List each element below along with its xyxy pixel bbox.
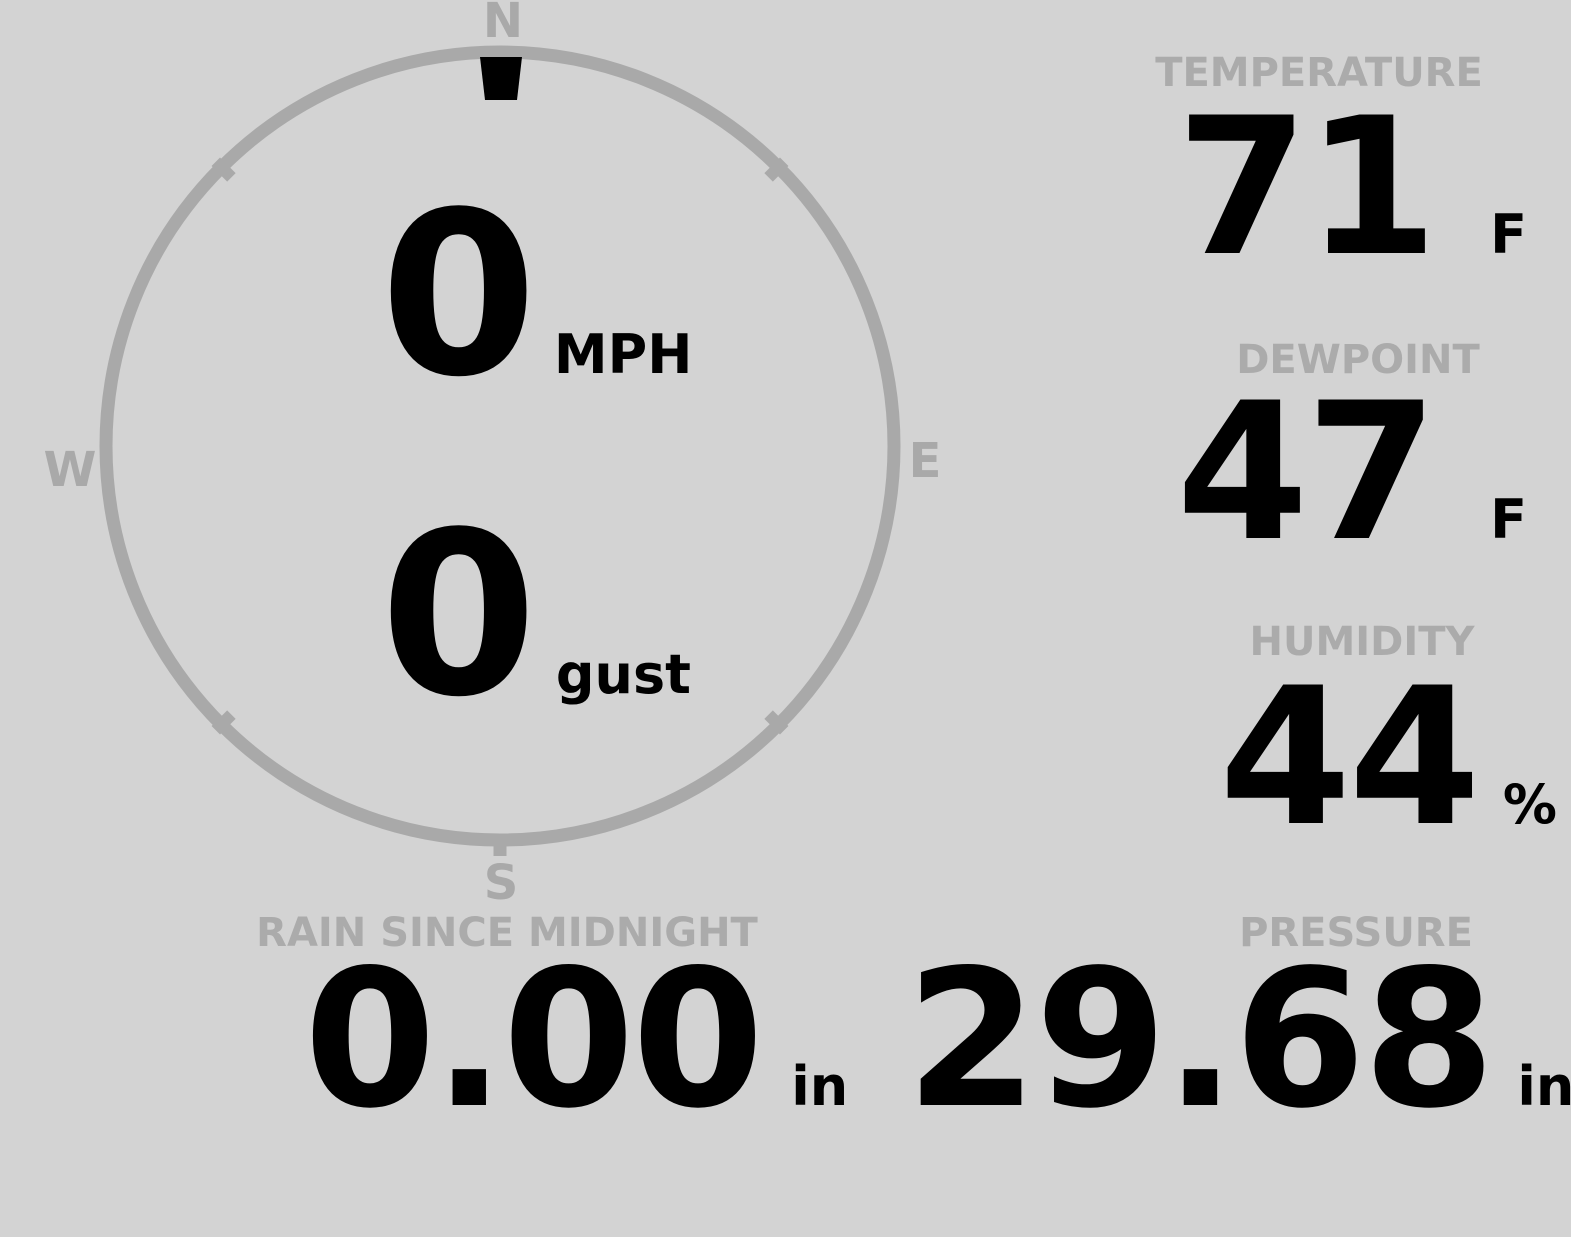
temperature-unit: F xyxy=(1490,203,1527,266)
pressure-value-row: 29.68 in xyxy=(906,945,1571,1135)
pressure-label: PRESSURE xyxy=(1239,910,1473,956)
wind-gust: 0 gust xyxy=(380,503,691,729)
dewpoint-label: DEWPOINT xyxy=(1236,337,1480,383)
dewpoint-value: 47 xyxy=(1176,362,1438,583)
dewpoint-unit: F xyxy=(1490,488,1527,551)
compass-label-south: S xyxy=(483,855,519,911)
compass-tick-se xyxy=(764,710,789,735)
wind-gust-value: 0 xyxy=(380,484,537,747)
compass-tick-ne xyxy=(764,157,789,182)
temperature-label: TEMPERATURE xyxy=(1155,50,1483,96)
pressure-unit: in xyxy=(1517,1055,1571,1118)
humidity-value: 44 xyxy=(1219,647,1481,868)
compass-tick-sw xyxy=(211,710,236,735)
temperature-value-row: 71 F xyxy=(1176,93,1527,283)
rain-label: RAIN SINCE MIDNIGHT xyxy=(256,910,758,956)
compass-tick-nw xyxy=(211,157,236,182)
wind-speed-value: 0 xyxy=(380,164,537,427)
wind-direction-marker-group xyxy=(480,57,522,100)
temperature-value: 71 xyxy=(1176,77,1438,298)
compass-label-west: W xyxy=(43,442,97,498)
compass-label-east: E xyxy=(908,433,942,489)
wind-direction-marker xyxy=(480,57,522,100)
compass-ring xyxy=(99,45,901,847)
rain-value-row: 0.00 in xyxy=(304,945,848,1135)
wind-speed-unit: MPH xyxy=(553,323,693,386)
pressure-value: 29.68 xyxy=(905,929,1496,1150)
humidity-value-row: 44 % xyxy=(1219,663,1557,853)
compass-label-north: N xyxy=(482,0,524,49)
wind-gust-unit: gust xyxy=(555,643,691,706)
rain-value: 0.00 xyxy=(303,929,764,1150)
rain-unit: in xyxy=(791,1055,849,1118)
wind-compass xyxy=(99,45,901,856)
wind-speed: 0 MPH xyxy=(380,183,692,409)
dewpoint-value-row: 47 F xyxy=(1176,378,1527,568)
humidity-label: HUMIDITY xyxy=(1249,619,1475,665)
humidity-unit: % xyxy=(1502,773,1557,836)
